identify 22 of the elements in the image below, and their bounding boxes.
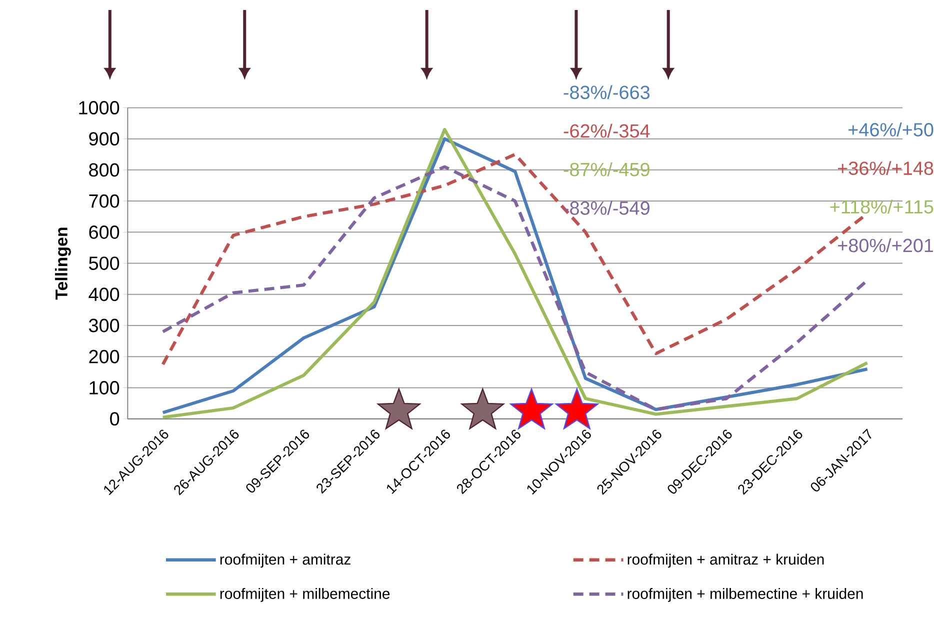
- annotation: -62%/-354: [564, 124, 650, 138]
- y-tick-label: 500: [89, 256, 120, 270]
- y-tick-label: 100: [90, 380, 120, 394]
- legend-label: roofmijten + milbemectine + kruiden: [628, 588, 863, 602]
- y-tick-label: 600: [89, 225, 120, 239]
- y-tick-label: 800: [89, 163, 120, 177]
- annotation: +118%/+115: [830, 200, 934, 214]
- y-tick-label: 300: [88, 318, 120, 332]
- legend-label: roofmijten + amitraz: [220, 554, 350, 568]
- annotation: -83%/-549: [564, 200, 650, 215]
- y-tick-label: 900: [89, 132, 120, 146]
- legend-label: roofmijten + amitraz + kruiden: [628, 554, 824, 568]
- annotation: +80%/+201: [838, 238, 934, 252]
- y-tick-label: 0: [110, 412, 120, 426]
- y-tick-label: 700: [89, 194, 120, 208]
- y-axis-title: Tellingen: [55, 228, 71, 300]
- legend-label: roofmijten + milbemectine: [220, 588, 390, 602]
- y-tick-label: 200: [89, 350, 120, 364]
- annotation: +46%/+50: [848, 122, 934, 136]
- text: -83%/-663: [564, 85, 650, 99]
- y-tick-label: 400: [88, 288, 120, 301]
- y-tick-label: 1000: [79, 100, 120, 114]
